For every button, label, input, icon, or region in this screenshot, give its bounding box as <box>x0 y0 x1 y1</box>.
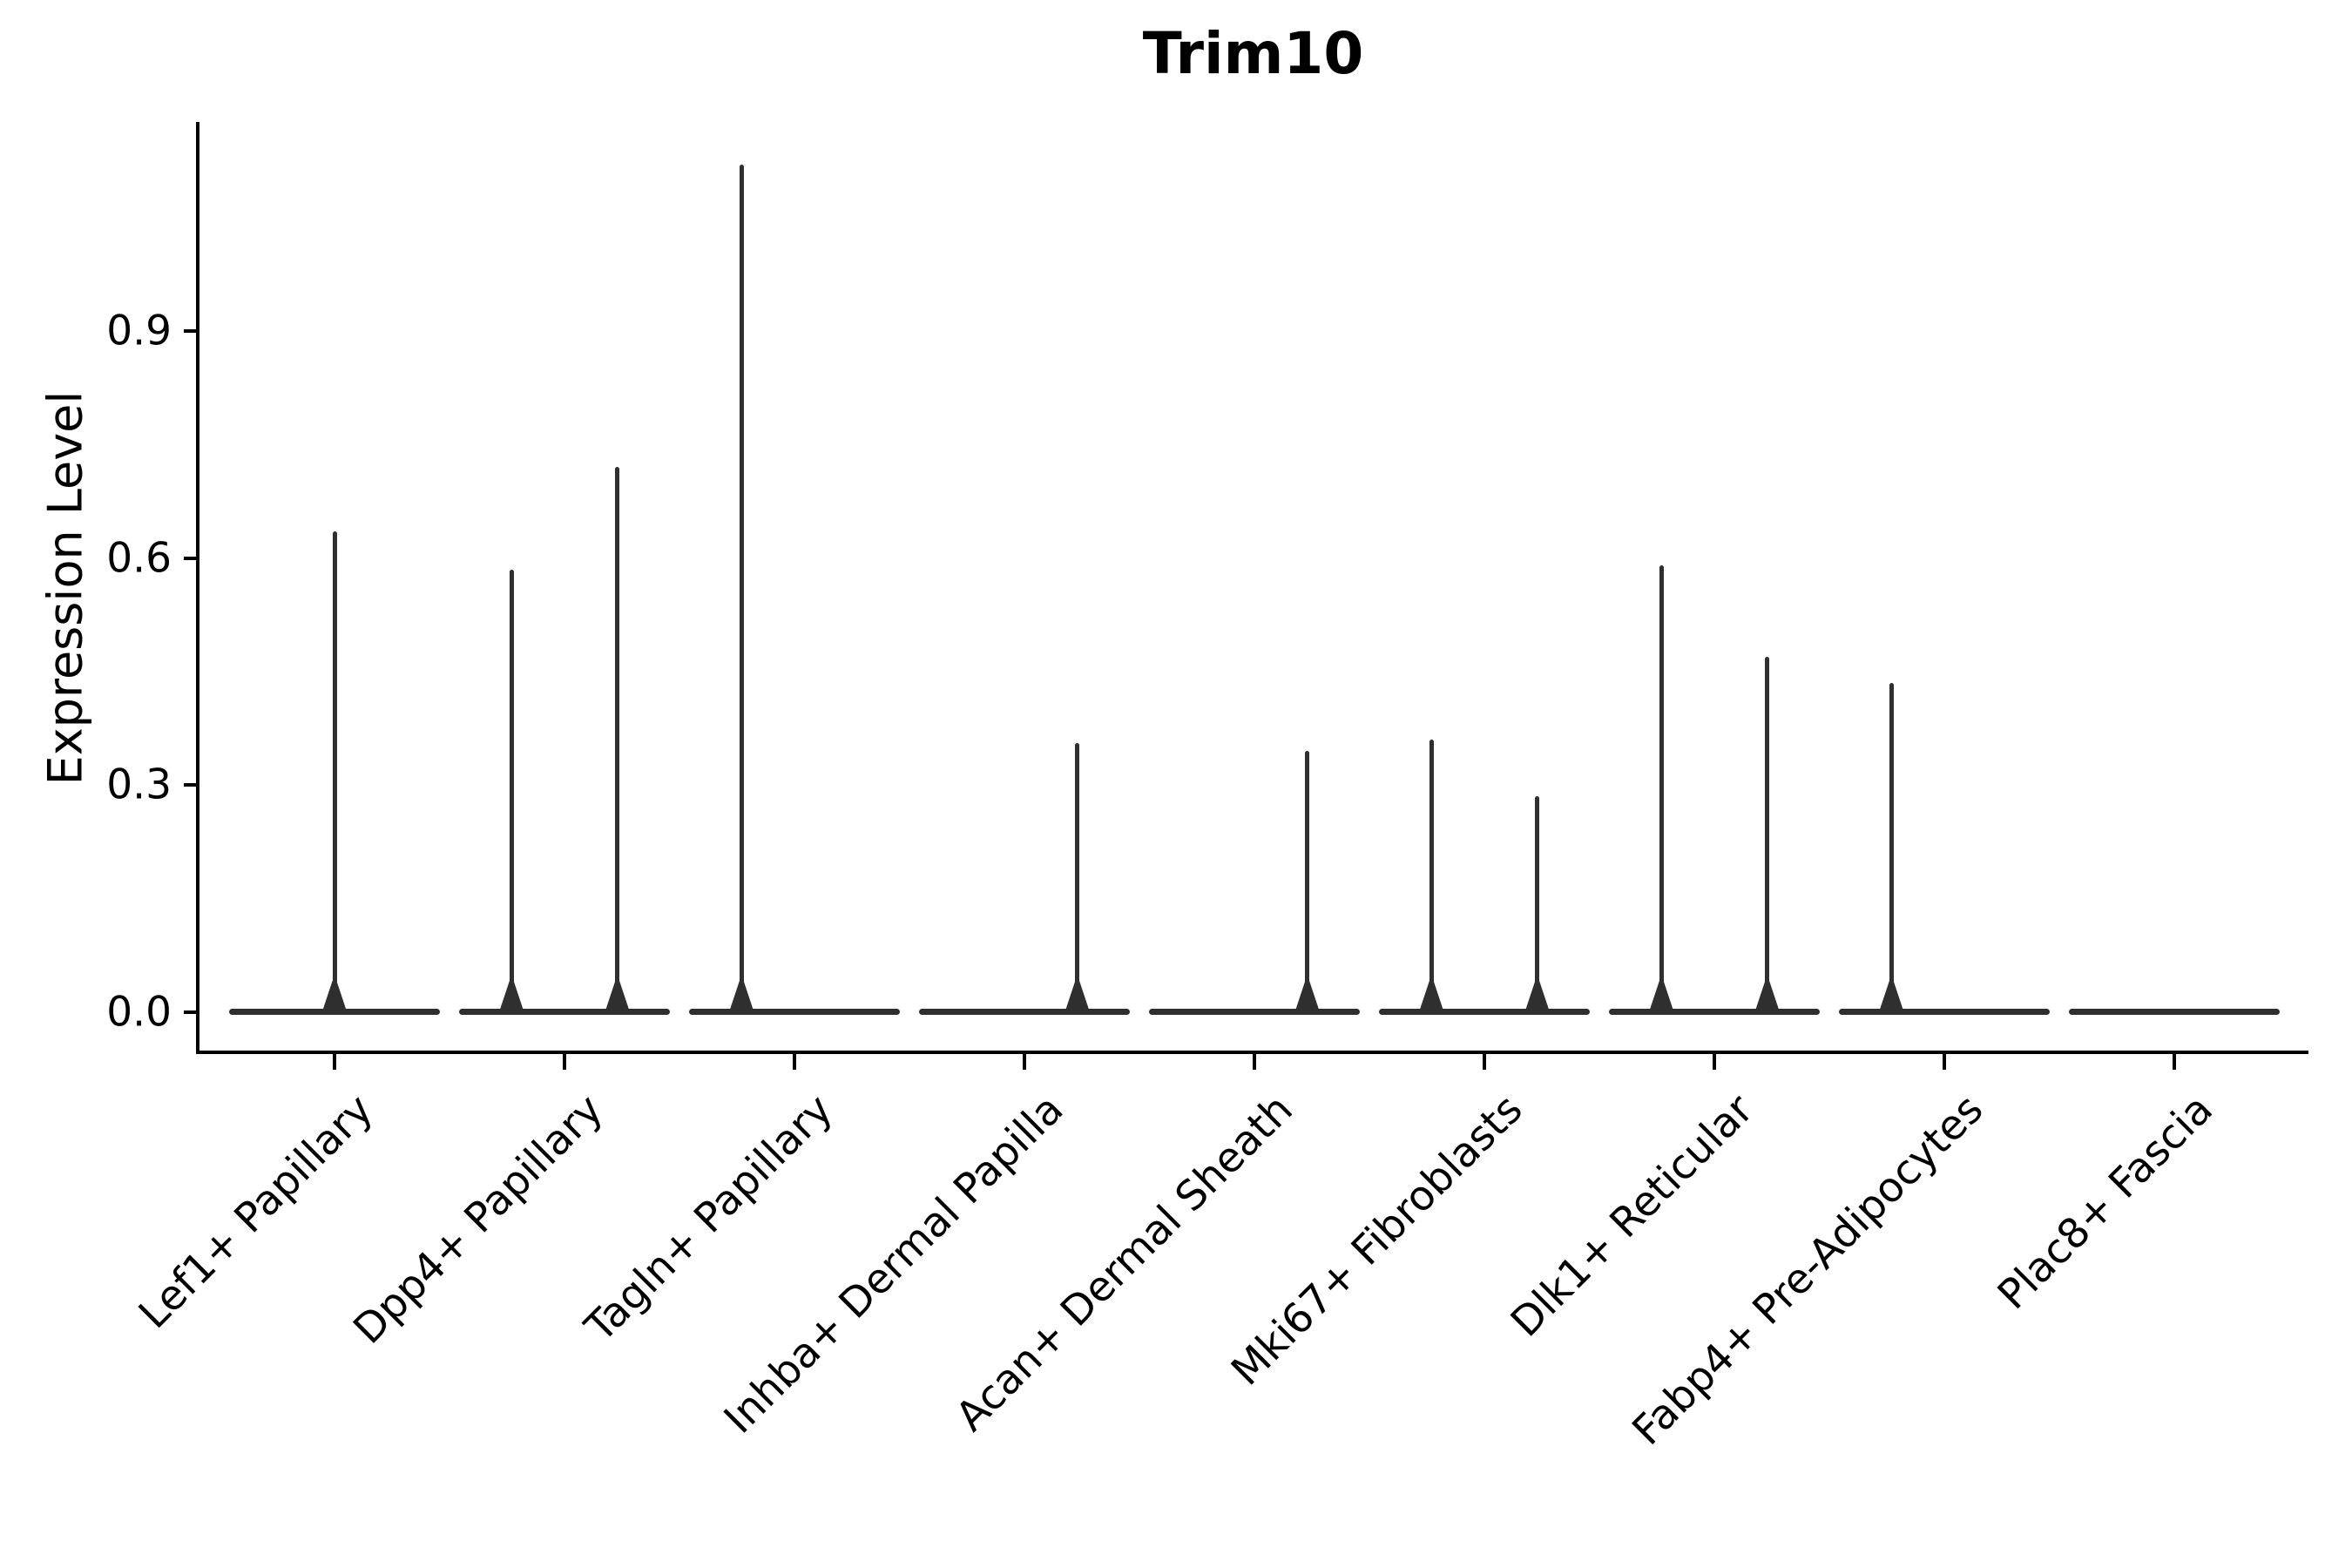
violin-spike <box>1305 751 1310 1015</box>
x-tick-label: Plac8+ Fascia <box>1988 1085 2222 1319</box>
violin-base <box>1379 1009 1590 1016</box>
violin-base <box>1149 1009 1360 1016</box>
x-tick-label: Dlk1+ Reticular <box>1501 1085 1762 1347</box>
violin-base <box>2069 1009 2280 1016</box>
x-tick-label: Tagln+ Papillary <box>576 1085 842 1352</box>
x-axis-spine <box>196 1051 2308 1054</box>
x-tick-label: Lef1+ Papillary <box>129 1085 382 1338</box>
y-tick-label: 0.6 <box>106 534 172 583</box>
y-tick <box>184 783 196 787</box>
violin-spike <box>1765 656 1770 1015</box>
x-tick <box>1483 1052 1486 1070</box>
violin-spike <box>615 467 620 1015</box>
x-tick <box>793 1052 796 1070</box>
violin-base <box>459 1009 670 1016</box>
y-tick <box>184 328 196 333</box>
violin-spike <box>1889 682 1894 1015</box>
y-tick <box>184 556 196 560</box>
violin-spike <box>1075 743 1080 1015</box>
violin-spike <box>332 531 337 1015</box>
x-tick <box>1713 1052 1716 1070</box>
x-tick <box>563 1052 566 1070</box>
violin-spike <box>1535 796 1540 1015</box>
x-tick <box>1253 1052 1256 1070</box>
violin-spike <box>1429 740 1434 1015</box>
y-tick <box>184 1010 196 1014</box>
x-tick <box>1943 1052 1946 1070</box>
y-tick-label: 0.3 <box>106 760 172 809</box>
violin-base <box>1609 1009 1820 1016</box>
x-tick <box>1023 1052 1026 1070</box>
violin-spike <box>739 164 744 1015</box>
violin-base <box>1839 1009 2050 1016</box>
violin-base <box>919 1009 1130 1016</box>
x-tick-label: Dpp4+ Papillary <box>344 1085 612 1354</box>
violin-spike <box>1659 565 1664 1015</box>
chart-title: Trim10 <box>1142 20 1364 87</box>
y-axis-spine <box>196 122 199 1054</box>
violin-base <box>689 1009 900 1016</box>
violin-spike <box>509 569 514 1015</box>
x-tick <box>333 1052 336 1070</box>
y-tick-label: 0.9 <box>106 307 172 355</box>
x-tick <box>2173 1052 2176 1070</box>
y-tick-label: 0.0 <box>106 988 172 1037</box>
